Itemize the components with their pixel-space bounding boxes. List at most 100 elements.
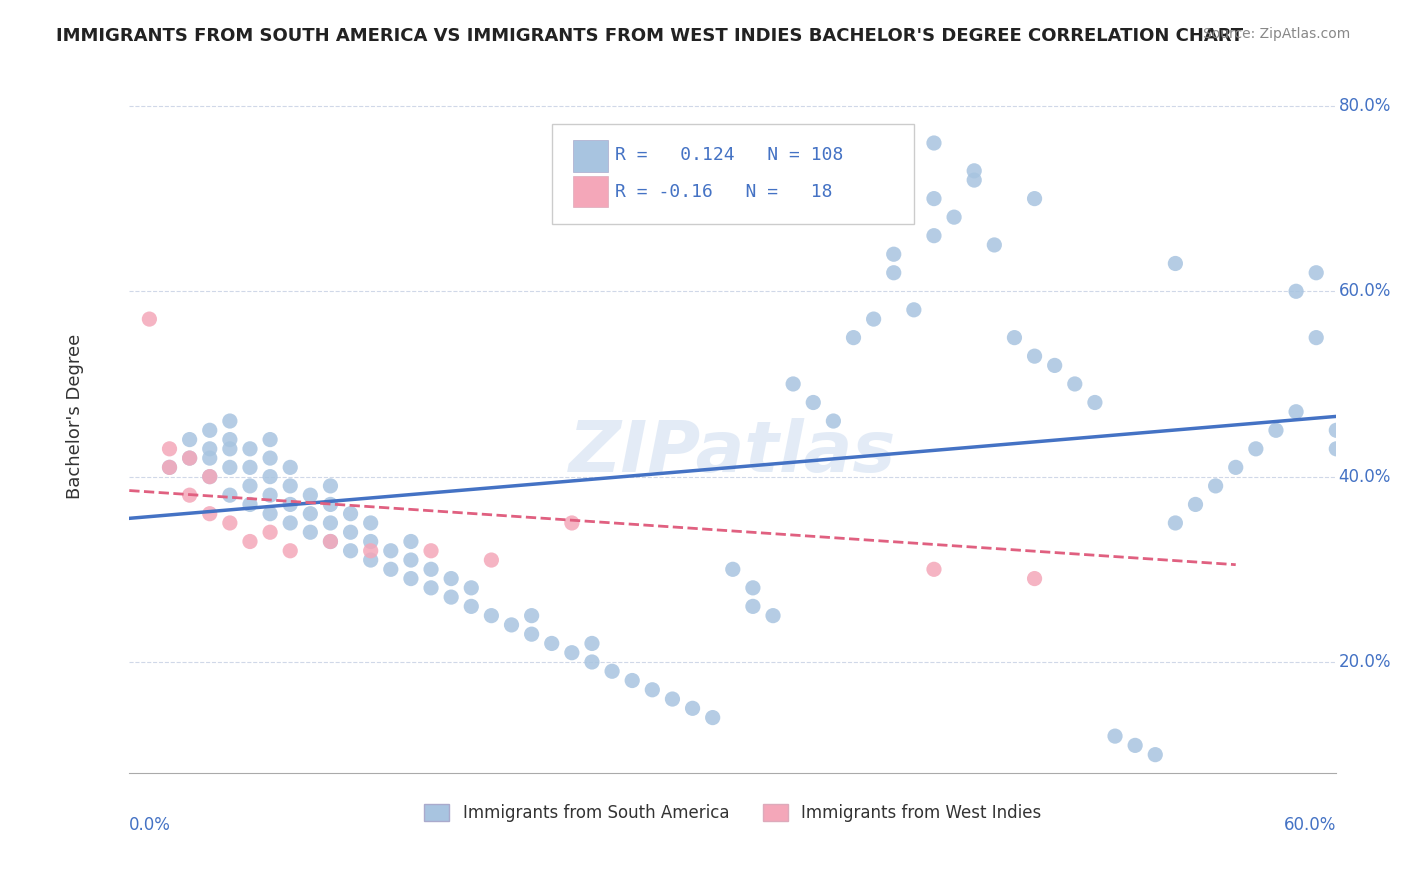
Point: [721, 192, 744, 206]
Point: [218, 488, 240, 502]
FancyBboxPatch shape: [574, 140, 609, 171]
Point: [943, 210, 966, 224]
Text: R =   0.124   N = 108: R = 0.124 N = 108: [614, 146, 842, 164]
Point: [299, 525, 322, 540]
Point: [460, 581, 482, 595]
Point: [179, 433, 201, 447]
Point: [360, 534, 382, 549]
Point: [198, 442, 221, 456]
Point: [278, 498, 301, 512]
Point: [742, 599, 765, 614]
Point: [922, 192, 945, 206]
Point: [1024, 192, 1046, 206]
Point: [721, 562, 744, 576]
Point: [259, 451, 281, 466]
Point: [501, 618, 523, 632]
Point: [198, 507, 221, 521]
Point: [983, 238, 1005, 252]
Point: [1123, 739, 1146, 753]
Point: [540, 636, 562, 650]
Point: [138, 312, 160, 326]
Point: [420, 581, 443, 595]
Point: [198, 469, 221, 483]
Point: [1144, 747, 1167, 762]
Point: [218, 433, 240, 447]
Point: [883, 247, 905, 261]
Point: [360, 543, 382, 558]
Point: [259, 525, 281, 540]
Text: 40.0%: 40.0%: [1339, 467, 1391, 485]
Text: 80.0%: 80.0%: [1339, 97, 1391, 115]
Point: [179, 488, 201, 502]
Point: [621, 673, 644, 688]
Point: [600, 665, 623, 679]
Text: 0.0%: 0.0%: [129, 816, 172, 834]
Point: [339, 543, 361, 558]
Point: [360, 553, 382, 567]
Point: [682, 701, 704, 715]
Point: [842, 330, 865, 344]
Point: [1043, 359, 1066, 373]
Point: [299, 507, 322, 521]
Point: [963, 173, 986, 187]
Point: [198, 423, 221, 437]
Point: [1265, 423, 1288, 437]
Point: [1004, 330, 1026, 344]
Point: [479, 553, 502, 567]
Text: 20.0%: 20.0%: [1339, 653, 1391, 671]
Point: [159, 442, 181, 456]
Point: [399, 572, 422, 586]
Point: [259, 469, 281, 483]
Point: [360, 516, 382, 530]
Point: [742, 581, 765, 595]
Point: [380, 543, 402, 558]
Text: Source: ZipAtlas.com: Source: ZipAtlas.com: [1202, 27, 1350, 41]
Point: [823, 173, 845, 187]
Point: [922, 136, 945, 150]
Text: ZIPatlas: ZIPatlas: [569, 417, 897, 486]
Point: [922, 228, 945, 243]
Point: [380, 562, 402, 576]
Point: [278, 460, 301, 475]
Point: [299, 488, 322, 502]
Text: 60.0%: 60.0%: [1284, 816, 1336, 834]
Point: [1084, 395, 1107, 409]
Point: [1305, 266, 1327, 280]
Point: [159, 460, 181, 475]
Text: Bachelor's Degree: Bachelor's Degree: [66, 334, 84, 499]
Point: [218, 460, 240, 475]
Point: [1225, 460, 1247, 475]
Point: [239, 460, 262, 475]
Point: [198, 451, 221, 466]
Point: [1305, 330, 1327, 344]
Point: [823, 414, 845, 428]
Point: [339, 507, 361, 521]
Point: [581, 655, 603, 669]
Point: [581, 636, 603, 650]
Legend: Immigrants from South America, Immigrants from West Indies: Immigrants from South America, Immigrant…: [418, 797, 1047, 829]
Point: [903, 302, 925, 317]
Point: [259, 433, 281, 447]
Point: [399, 553, 422, 567]
Point: [702, 710, 724, 724]
Point: [159, 460, 181, 475]
Point: [319, 534, 342, 549]
Point: [661, 692, 683, 706]
Point: [1285, 285, 1308, 299]
Point: [782, 376, 804, 391]
Point: [561, 516, 583, 530]
Point: [278, 543, 301, 558]
FancyBboxPatch shape: [551, 124, 914, 224]
Point: [1205, 479, 1227, 493]
Point: [198, 469, 221, 483]
Point: [319, 498, 342, 512]
Point: [1324, 423, 1347, 437]
Point: [218, 442, 240, 456]
Point: [1244, 442, 1267, 456]
Point: [259, 488, 281, 502]
Point: [520, 608, 543, 623]
Text: 60.0%: 60.0%: [1339, 282, 1391, 301]
Point: [1063, 376, 1085, 391]
Point: [278, 516, 301, 530]
Point: [479, 608, 502, 623]
